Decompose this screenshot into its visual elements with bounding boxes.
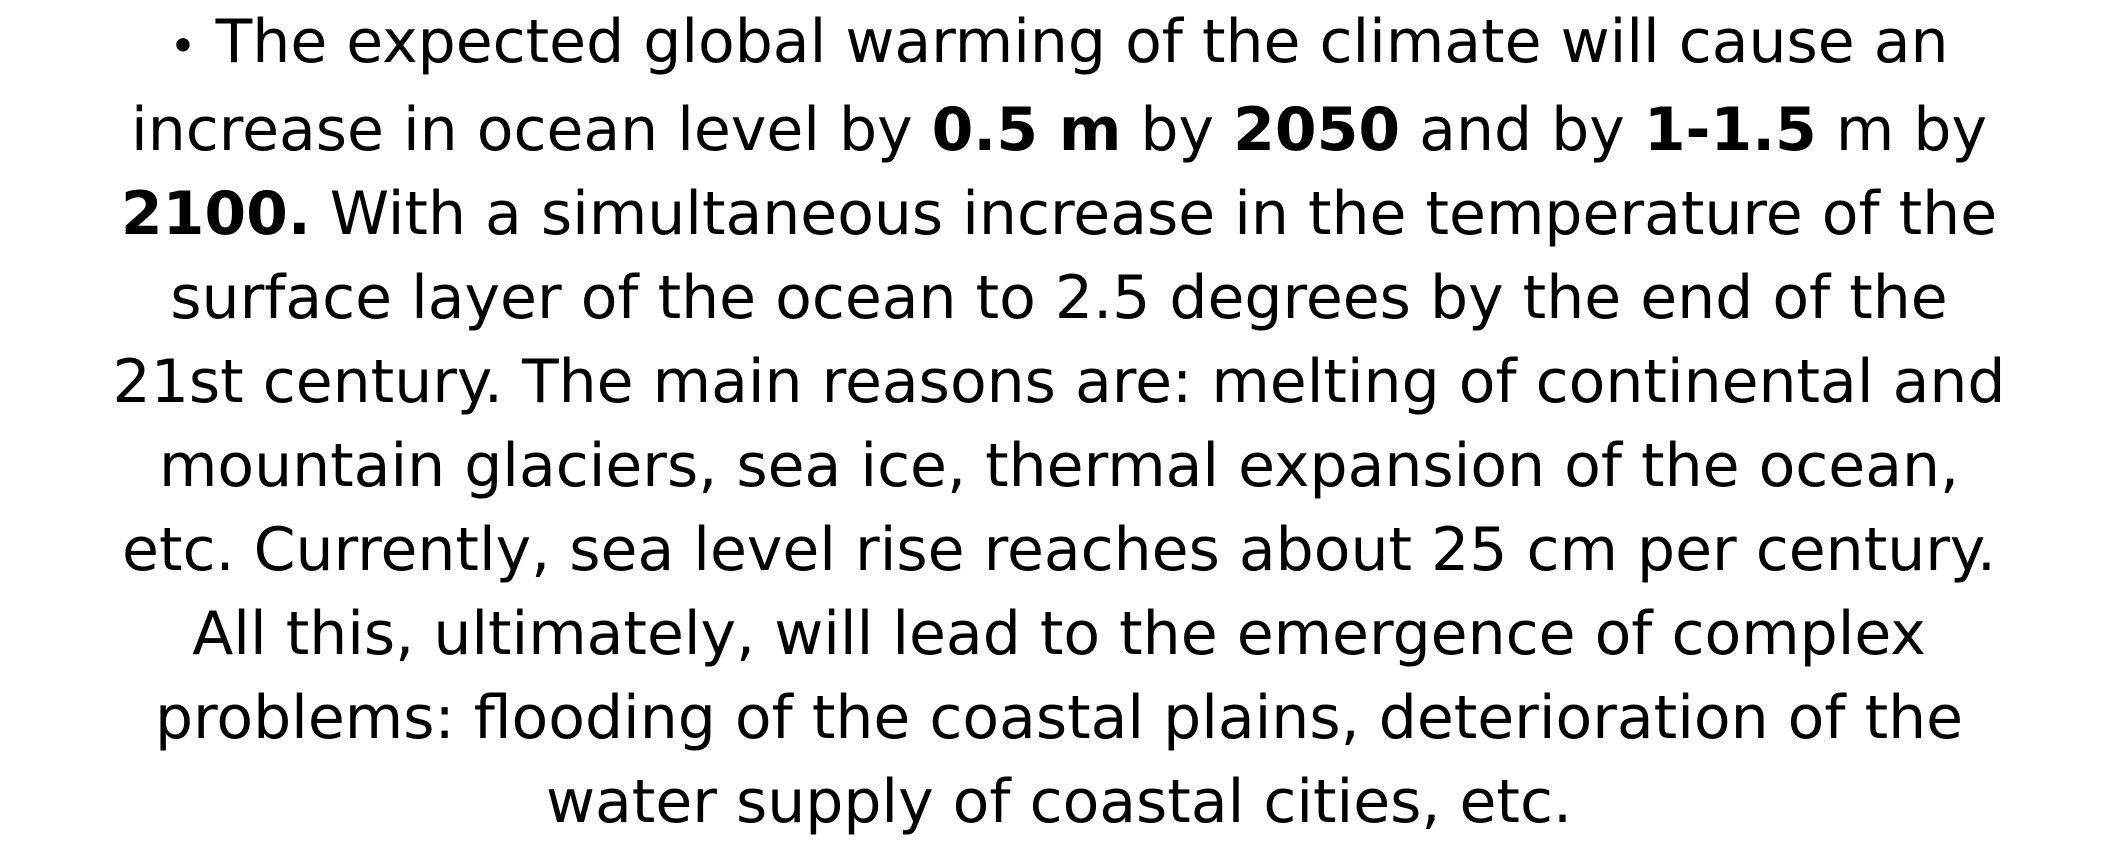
paragraph-line-8: All this, ultimately, will lead to the e… — [0, 592, 2118, 676]
paragraph-line-6: mountain glaciers, sea ice, thermal expa… — [0, 424, 2118, 508]
line-6-text: mountain glaciers, sea ice, thermal expa… — [158, 431, 1960, 501]
paragraph-line-7: etc. Currently, sea level rise reaches a… — [0, 508, 2118, 592]
paragraph-line-1: • The expected global warming of the cli… — [0, 0, 2118, 88]
line-1-text: The expected global warming of the clima… — [215, 7, 1949, 77]
line-7-text: etc. Currently, sea level rise reaches a… — [122, 515, 1996, 585]
sea-rise-2100-value: 1-1.5 — [1643, 95, 1817, 165]
line-4-text: surface layer of the ocean to 2.5 degree… — [170, 263, 1948, 333]
paragraph-line-3: 2100. With a simultaneous increase in th… — [0, 172, 2118, 256]
paragraph-line-4: surface layer of the ocean to 2.5 degree… — [0, 256, 2118, 340]
line-5-text: 21st century. The main reasons are: melt… — [112, 347, 2006, 417]
line-9-text: problems: flooding of the coastal plains… — [154, 683, 1964, 753]
line-2-text-b: by — [1121, 95, 1234, 165]
bullet-icon: • — [169, 19, 197, 73]
paragraph-line-9: problems: flooding of the coastal plains… — [0, 676, 2118, 760]
paragraph-line-2: increase in ocean level by 0.5 m by 2050… — [0, 88, 2118, 172]
line-2-text-c: and by — [1400, 95, 1644, 165]
year-2100: 2100. — [120, 179, 311, 249]
year-2050: 2050 — [1233, 95, 1401, 165]
line-8-text: All this, ultimately, will lead to the e… — [192, 599, 1926, 669]
line-10-text: water supply of coastal cities, etc. — [545, 767, 1573, 837]
paragraph-line-5: 21st century. The main reasons are: melt… — [0, 340, 2118, 424]
line-2-text-a: increase in ocean level by — [131, 95, 932, 165]
slide: • The expected global warming of the cli… — [112, 7, 2006, 837]
paragraph-line-10: water supply of coastal cities, etc. — [0, 760, 2118, 844]
line-2-text-d: m by — [1816, 95, 1987, 165]
sea-rise-2050-value: 0.5 m — [931, 95, 1122, 165]
line-3-text: With a simultaneous increase in the temp… — [310, 179, 1998, 249]
